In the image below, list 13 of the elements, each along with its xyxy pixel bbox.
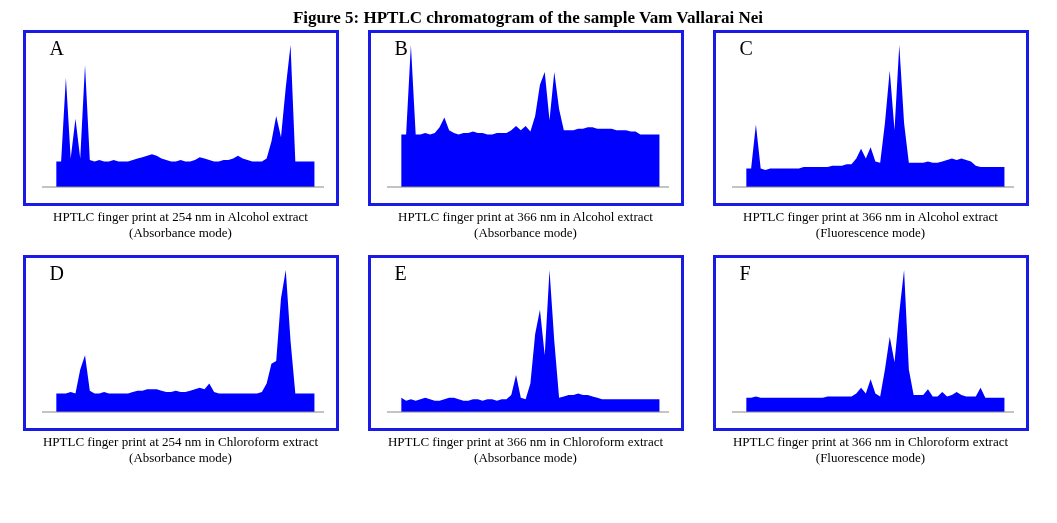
caption: Figure 5: HPTLC chromatogram of the sample Vam Vallarai Nei bbox=[291, 8, 765, 28]
chart-title: A bbox=[49, 37, 64, 60]
chart-title: F bbox=[739, 262, 751, 285]
x-axis-title: HPTLC finger print at 366 nm in Chloroform extract (Fluorescence mode) bbox=[731, 434, 1010, 466]
chart-title: D bbox=[49, 262, 64, 285]
x-axis-title: HPTLC finger print at 366 nm in Alcohol extract (Fluorescence mode) bbox=[742, 209, 999, 241]
chart-title: C bbox=[739, 37, 753, 60]
x-axis-title: HPTLC finger print at 254 nm in Chloroform extract (Absorbance mode) bbox=[41, 434, 320, 466]
x-axis-title: HPTLC finger print at 366 nm in Chloroform extract (Absorbance mode) bbox=[386, 434, 665, 466]
chart-title: B bbox=[394, 37, 408, 60]
x-axis-title: HPTLC finger print at 254 nm in Alcohol extract (Absorbance mode) bbox=[52, 209, 309, 241]
x-axis-title: HPTLC finger print at 366 nm in Alcohol extract (Absorbance mode) bbox=[397, 209, 654, 241]
chart-title: E bbox=[394, 262, 407, 285]
